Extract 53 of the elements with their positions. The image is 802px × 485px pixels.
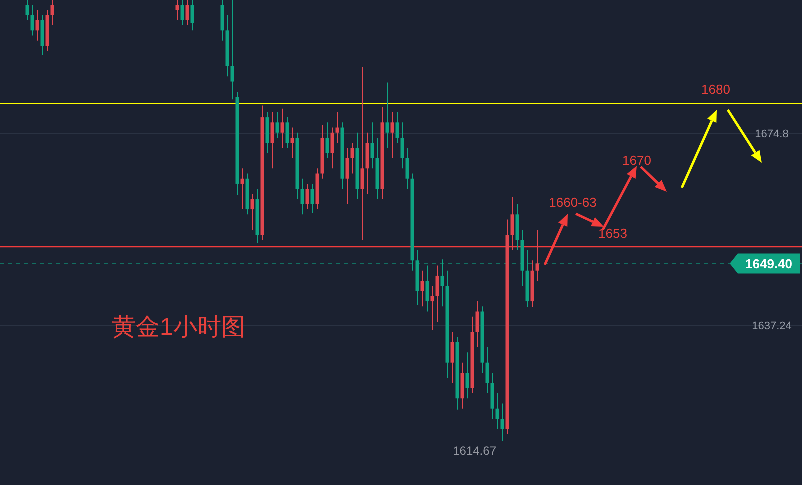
candlestick [286, 117, 290, 149]
candlestick [476, 301, 480, 348]
y-tick-label: 1674.8 [755, 128, 789, 141]
candlestick [36, 10, 40, 42]
candlestick [290, 127, 294, 159]
candlestick [250, 194, 254, 230]
annotation: 1660-63 [549, 195, 597, 210]
candlestick [330, 127, 334, 170]
candlestick [276, 112, 280, 138]
candlestick [186, 0, 190, 26]
candlestick [386, 82, 390, 149]
candlestick [486, 347, 490, 394]
candlestick [180, 0, 184, 26]
candlestick [30, 4, 34, 36]
candlestick [440, 259, 444, 308]
candlestick [280, 108, 284, 149]
candlestick [536, 229, 540, 282]
candlestick [240, 168, 244, 210]
candlestick [50, 0, 54, 26]
candlestick [450, 332, 454, 384]
candlestick [310, 183, 314, 214]
candlestick [500, 403, 504, 442]
candlestick [406, 148, 410, 190]
candlestick [350, 142, 354, 174]
annotation: 1670 [622, 153, 652, 168]
candlestick [420, 270, 424, 308]
candlestick [336, 112, 340, 144]
candlestick [176, 0, 180, 21]
candlestick [466, 352, 470, 400]
candlestick [436, 265, 440, 322]
candlestick [496, 393, 500, 430]
candlestick [230, 0, 234, 100]
candlestick [326, 122, 330, 159]
annotation: 1614.67 [453, 444, 497, 458]
candlestick [270, 112, 274, 170]
candlestick [26, 0, 30, 21]
candlestick [360, 66, 364, 241]
annotation: 1680 [702, 82, 730, 97]
candlestick [400, 122, 404, 170]
annotation: 1653 [598, 226, 628, 241]
candlestick [306, 183, 310, 210]
annotation: 黄金1小时图 [112, 314, 246, 341]
candlestick [370, 122, 374, 170]
candlestick [396, 112, 400, 144]
ref-line-label: 1649.40 [746, 256, 792, 272]
candlestick [426, 265, 430, 312]
y-tick-label: 1637.24 [752, 320, 792, 333]
candlestick [300, 178, 304, 216]
candlestick [510, 196, 514, 251]
candlestick [430, 286, 434, 331]
candlestick [190, 0, 194, 32]
candlestick [390, 112, 394, 159]
candlestick [346, 148, 350, 205]
